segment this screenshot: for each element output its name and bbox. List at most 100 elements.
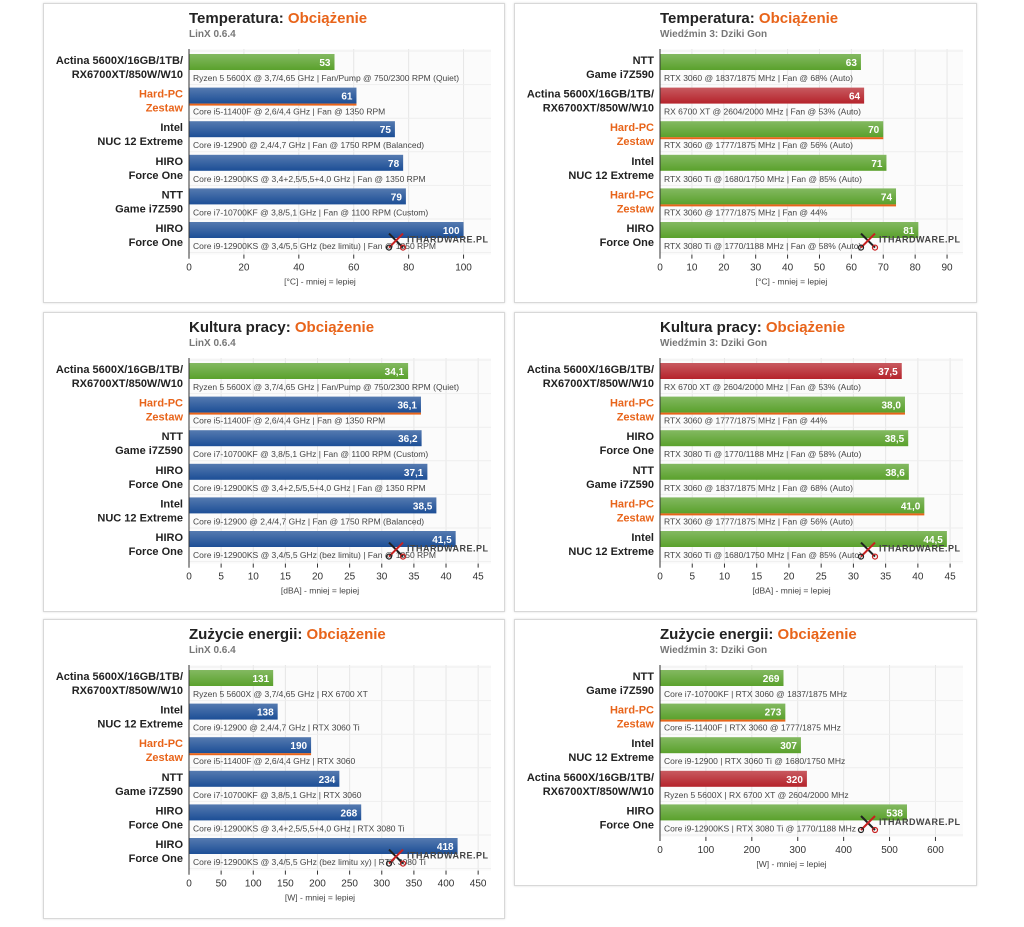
bar-spec: Core i9-12900 @ 2,4/4,7 GHz | Fan @ 1750… — [193, 516, 424, 526]
tick-label: 0 — [186, 263, 192, 274]
chart-title: Zużycie energii: Obciążenie — [660, 626, 857, 643]
tick-label: 30 — [750, 263, 762, 274]
bar-spec: Core i5-11400F @ 2,6/4,4 GHz | RTX 3060 — [193, 756, 355, 766]
category-label: NTT — [162, 772, 184, 784]
chart-panel-noise-witcher: Kultura pracy: Obciążenie Wiedźmin 3: Dz… — [514, 312, 977, 612]
category-label: RX6700XT/850W/W10 — [72, 685, 183, 697]
category-label: Actina 5600X/16GB/1TB/ — [527, 772, 654, 784]
data-label: 37,1 — [404, 468, 424, 479]
tick-label: 45 — [473, 572, 485, 583]
data-label: 36,1 — [397, 401, 417, 412]
category-label: HIRO — [156, 805, 184, 817]
bar — [189, 463, 428, 480]
chart-subtitle: LinX 0.6.4 — [189, 645, 236, 656]
bar — [660, 54, 861, 70]
tick-label: 25 — [344, 572, 356, 583]
tick-label: 450 — [470, 879, 487, 890]
tick-label: 100 — [698, 845, 715, 856]
data-label: 37,5 — [878, 367, 898, 378]
bar — [189, 430, 422, 447]
bar-spec: Core i7-10700KF @ 3,8/5,1 GHz | Fan @ 11… — [193, 207, 428, 217]
bar — [660, 703, 786, 720]
watermark-logo-icon — [857, 541, 879, 560]
chart-subtitle: Wiedźmin 3: Dziki Gon — [660, 645, 768, 656]
tick-label: 0 — [186, 572, 192, 583]
data-label: 78 — [388, 159, 400, 170]
category-label: RX6700XT/850W/W10 — [543, 378, 654, 390]
tick-label: 600 — [927, 845, 944, 856]
bar-spec: Core i7-10700KF @ 3,8/5,1 GHz | Fan @ 11… — [193, 449, 428, 459]
category-label: HIRO — [627, 223, 655, 235]
tick-label: 50 — [216, 879, 228, 890]
bar — [660, 497, 925, 514]
category-label: Intel — [160, 122, 183, 134]
data-label: 38,5 — [885, 434, 905, 445]
category-label: Hard-PC — [610, 189, 654, 201]
tick-label: 100 — [455, 263, 472, 274]
bar-spec: Core i9-12900KS @ 3,4/5,5 GHz (bez limit… — [193, 550, 436, 560]
category-label: Hard-PC — [610, 705, 654, 717]
category-label: Game i7Z590 — [115, 445, 183, 457]
data-label: 61 — [341, 92, 353, 103]
category-label: Intel — [160, 705, 183, 717]
bar — [189, 363, 409, 379]
tick-label: 25 — [816, 572, 828, 583]
category-label: Game i7Z590 — [586, 69, 654, 81]
data-label: 190 — [290, 741, 307, 752]
data-label: 44,5 — [923, 535, 943, 546]
data-label: 34,1 — [385, 367, 405, 378]
data-label: 38,6 — [885, 468, 905, 479]
axis-label: [°C] - mniej = lepiej — [284, 277, 356, 287]
bar-spec: Core i9-12900KS @ 3,4+2,5/5,5+4,0 GHz | … — [193, 174, 426, 184]
bar-spec: Ryzen 5 5600X @ 3,7/4,65 GHz | RX 6700 X… — [193, 689, 368, 699]
tick-label: 250 — [341, 879, 358, 890]
bar — [189, 703, 278, 720]
category-label: HIRO — [156, 156, 184, 168]
category-label: Hard-PC — [139, 738, 183, 750]
data-label: 36,2 — [398, 434, 418, 445]
tick-label: 70 — [878, 263, 890, 274]
category-label: HIRO — [156, 839, 184, 851]
category-label: Hard-PC — [610, 498, 654, 510]
bar-spec: Core i9-12900KS @ 3,4+2,5/5,5+4,0 GHz | … — [193, 823, 405, 833]
category-label: HIRO — [156, 465, 184, 477]
chart-title: Kultura pracy: Obciążenie — [660, 319, 846, 336]
category-label: NUC 12 Extreme — [568, 170, 654, 182]
bar-spec: Core i5-11400F @ 2,6/4,4 GHz | Fan @ 135… — [193, 416, 385, 426]
highlight-underline — [660, 719, 786, 722]
tick-label: 300 — [373, 879, 390, 890]
tick-label: 300 — [789, 845, 806, 856]
bar — [660, 737, 801, 754]
chart-panel-noise-linx: Kultura pracy: Obciążenie LinX 0.6.4 34,… — [43, 312, 505, 612]
bar-spec: RX 6700 XT @ 2604/2000 MHz | Fan @ 53% (… — [664, 382, 861, 392]
highlight-underline — [189, 103, 357, 106]
data-label: 418 — [437, 842, 454, 853]
category-label: Actina 5600X/16GB/1TB/ — [56, 671, 183, 683]
category-label: Game i7Z590 — [115, 786, 183, 798]
category-label: Hard-PC — [610, 398, 654, 410]
bar — [660, 188, 897, 205]
bar-spec: Ryzen 5 5600X @ 3,7/4,65 GHz | Fan/Pump … — [193, 73, 459, 83]
data-label: 320 — [786, 775, 803, 786]
category-label: NTT — [633, 465, 655, 477]
category-label: Actina 5600X/16GB/1TB/ — [56, 55, 183, 67]
bar-chart: 53 Ryzen 5 5600X @ 3,7/4,65 GHz | Fan/Pum… — [56, 49, 491, 287]
tick-label: 60 — [846, 263, 858, 274]
category-label: Force One — [600, 237, 654, 249]
tick-label: 90 — [941, 263, 953, 274]
data-label: 41,5 — [432, 535, 452, 546]
tick-label: 35 — [880, 572, 892, 583]
category-label: Force One — [600, 445, 654, 457]
category-label: NUC 12 Extreme — [568, 752, 654, 764]
bar-chart: 131 Ryzen 5 5600X @ 3,7/4,65 GHz | RX 670… — [56, 665, 491, 903]
bar-spec: RTX 3080 Ti @ 1770/1188 MHz | Fan @ 58% … — [664, 241, 861, 251]
bar-spec: RTX 3060 Ti @ 1680/1750 MHz | Fan @ 85% … — [664, 550, 862, 560]
data-label: 307 — [780, 741, 797, 752]
bar — [189, 87, 357, 104]
watermark-logo-icon — [385, 848, 407, 867]
bar-spec: RX 6700 XT @ 2604/2000 MHz | Fan @ 53% (… — [664, 107, 861, 117]
data-label: 74 — [881, 192, 893, 203]
watermark-logo-icon — [385, 232, 407, 251]
bar — [189, 737, 312, 754]
category-label: Zestaw — [617, 412, 655, 424]
